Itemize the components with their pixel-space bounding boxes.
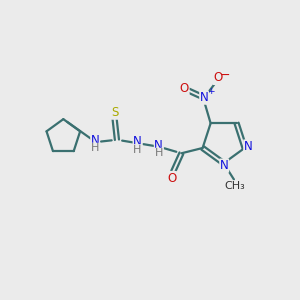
Text: N: N (133, 135, 142, 148)
Text: S: S (111, 106, 118, 119)
Text: +: + (207, 87, 214, 96)
Text: H: H (91, 143, 99, 153)
Text: N: N (244, 140, 253, 153)
Text: N: N (154, 139, 163, 152)
Text: N: N (200, 91, 208, 104)
Text: H: H (154, 148, 163, 158)
Text: H: H (133, 145, 142, 155)
Text: O: O (180, 82, 189, 95)
Text: N: N (220, 159, 229, 172)
Text: CH₃: CH₃ (224, 181, 245, 191)
Text: −: − (220, 69, 230, 82)
Text: O: O (213, 71, 223, 85)
Text: N: N (91, 134, 100, 147)
Text: O: O (167, 172, 176, 184)
